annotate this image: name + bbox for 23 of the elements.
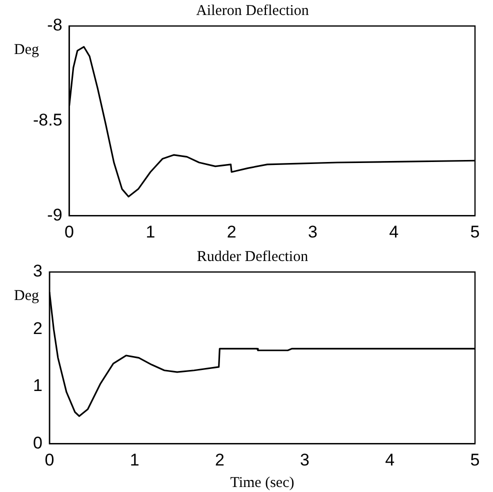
chart-title: Rudder Deflection (196, 248, 309, 265)
x-tick-label: 4 (385, 450, 395, 470)
x-tick-label: 1 (146, 222, 156, 242)
y-tick-label: 3 (32, 262, 42, 281)
y-tick-label: 2 (32, 318, 42, 338)
y-tick-label: 0 (32, 433, 42, 452)
x-tick-label: 5 (470, 222, 480, 242)
y-tick-label: -9 (47, 205, 62, 224)
x-tick-label: 3 (300, 450, 310, 470)
x-tick-label: 4 (389, 222, 399, 242)
y-tick-label: 1 (32, 376, 42, 396)
y-axis-title: Deg (14, 288, 40, 304)
x-tick-label: 1 (130, 450, 140, 470)
chart-title: Aileron Deflection (196, 2, 310, 19)
y-tick-label: -8 (47, 16, 62, 35)
x-axis-title: Time (sec) (230, 474, 294, 491)
x-tick-label: 5 (470, 450, 480, 470)
y-tick-label: -8.5 (32, 110, 62, 130)
x-tick-label: 2 (226, 222, 236, 242)
x-tick-label: 0 (64, 222, 74, 242)
x-tick-label: 3 (308, 222, 318, 242)
y-axis-title: Deg (14, 42, 40, 58)
x-tick-label: 2 (214, 450, 224, 470)
